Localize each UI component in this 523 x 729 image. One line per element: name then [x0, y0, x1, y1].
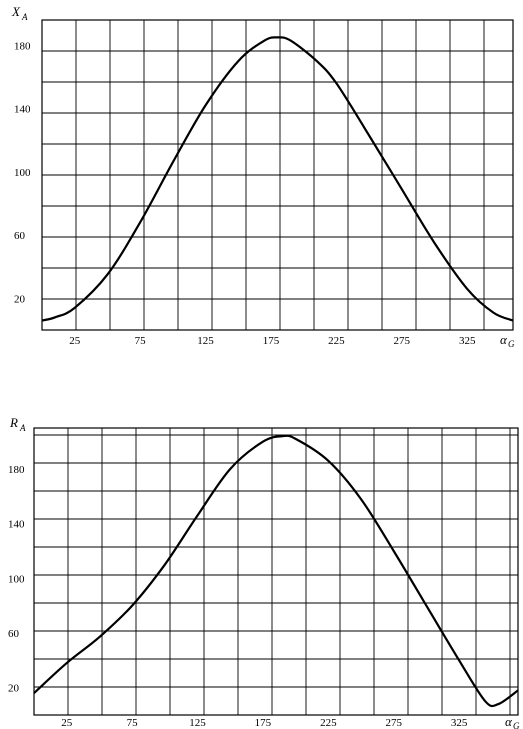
x-axis-label: α: [500, 332, 508, 347]
y-tick-label: 100: [8, 573, 25, 585]
y-tick-label: 140: [8, 519, 25, 531]
y-tick-label: 20: [8, 683, 20, 695]
x-tick-label: 175: [263, 335, 280, 347]
x-tick-label: 175: [255, 717, 272, 729]
x-tick-label: 75: [127, 717, 139, 729]
plot-frame: [41, 19, 514, 331]
x-tick-label: 125: [197, 335, 214, 347]
y-tick-label: 60: [8, 628, 20, 640]
y-axis-label: X: [11, 4, 21, 19]
y-tick-label: 180: [14, 40, 31, 52]
x-tick-label: 325: [459, 335, 476, 347]
xa-chart: 25 75 125 175 225 275 325 20 60 100 140 180 X Aα G: [11, 4, 515, 349]
y-axis-label-subscript: A: [19, 423, 26, 433]
series-line: [33, 434, 519, 708]
x-tick-label: 275: [394, 335, 411, 347]
ra-chart: 25 75 125 175 225 275 325 20 60 100 140 180 R Aα G: [8, 415, 520, 729]
x-tick-label: 75: [135, 335, 147, 347]
series-line: [41, 36, 514, 322]
x-tick-label: 225: [320, 717, 337, 729]
x-tick-label: 25: [69, 335, 81, 347]
x-tick-label: 325: [451, 717, 468, 729]
grid-lines: [34, 428, 518, 715]
plot-frame: [33, 427, 519, 716]
x-tick-label: 275: [385, 717, 402, 729]
x-tick-label: 225: [328, 335, 345, 347]
y-tick-label: 60: [14, 230, 26, 242]
y-axis-label: R: [9, 415, 18, 430]
x-tick-label: 125: [189, 717, 206, 729]
x-axis-label-subscript: G: [513, 721, 520, 729]
x-axis-label-subscript: G: [508, 339, 515, 349]
x-tick-label: 25: [61, 717, 73, 729]
y-axis-label-subscript: A: [21, 12, 28, 22]
y-tick-label: 20: [14, 293, 26, 305]
grid-lines: [42, 20, 513, 330]
y-tick-label: 140: [14, 104, 31, 116]
y-tick-label: 100: [14, 167, 31, 179]
x-axis-label: α: [505, 714, 513, 729]
y-tick-label: 180: [8, 464, 25, 476]
